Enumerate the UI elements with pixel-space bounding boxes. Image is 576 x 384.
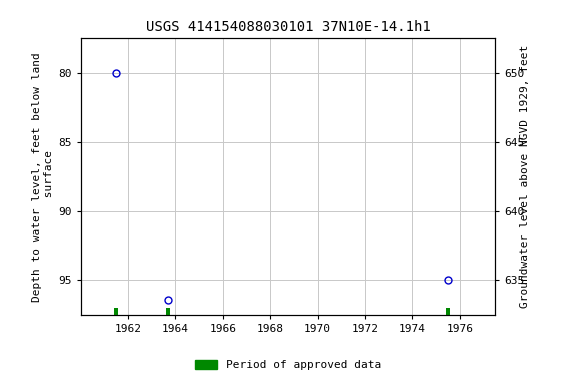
Bar (446, 308, 450, 315)
Y-axis label: Depth to water level, feet below land
 surface: Depth to water level, feet below land su… (32, 52, 54, 301)
Legend: Period of approved data: Period of approved data (191, 355, 385, 375)
Y-axis label: Groundwater level above NGVD 1929, feet: Groundwater level above NGVD 1929, feet (520, 45, 530, 308)
Title: USGS 414154088030101 37N10E-14.1h1: USGS 414154088030101 37N10E-14.1h1 (146, 20, 430, 35)
Bar (166, 308, 170, 315)
Bar (114, 308, 118, 315)
